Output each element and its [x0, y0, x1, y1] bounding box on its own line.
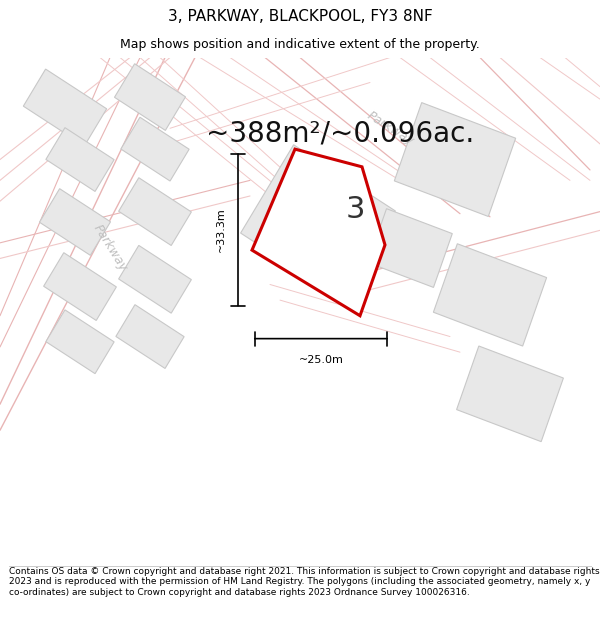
Text: Parkway: Parkway: [91, 222, 130, 274]
Polygon shape: [368, 209, 452, 288]
Polygon shape: [40, 189, 110, 256]
Text: ~388m²/~0.096ac.: ~388m²/~0.096ac.: [206, 119, 474, 148]
Polygon shape: [394, 102, 515, 216]
Polygon shape: [252, 149, 385, 316]
Polygon shape: [119, 177, 191, 246]
Text: ~25.0m: ~25.0m: [299, 355, 343, 365]
Polygon shape: [457, 346, 563, 442]
Polygon shape: [433, 244, 547, 346]
Text: ~33.3m: ~33.3m: [216, 208, 226, 252]
Polygon shape: [119, 246, 191, 313]
Polygon shape: [241, 145, 395, 299]
Text: 3: 3: [346, 195, 365, 224]
Text: 3, PARKWAY, BLACKPOOL, FY3 8NF: 3, PARKWAY, BLACKPOOL, FY3 8NF: [167, 9, 433, 24]
Polygon shape: [44, 253, 116, 321]
Polygon shape: [23, 69, 107, 146]
Polygon shape: [115, 64, 185, 131]
Polygon shape: [116, 304, 184, 369]
Text: Map shows position and indicative extent of the property.: Map shows position and indicative extent…: [120, 38, 480, 51]
Polygon shape: [46, 127, 114, 191]
Text: Contains OS data © Crown copyright and database right 2021. This information is : Contains OS data © Crown copyright and d…: [9, 567, 599, 597]
Text: Parkway: Parkway: [364, 109, 416, 148]
Polygon shape: [121, 118, 189, 181]
Polygon shape: [46, 310, 114, 374]
